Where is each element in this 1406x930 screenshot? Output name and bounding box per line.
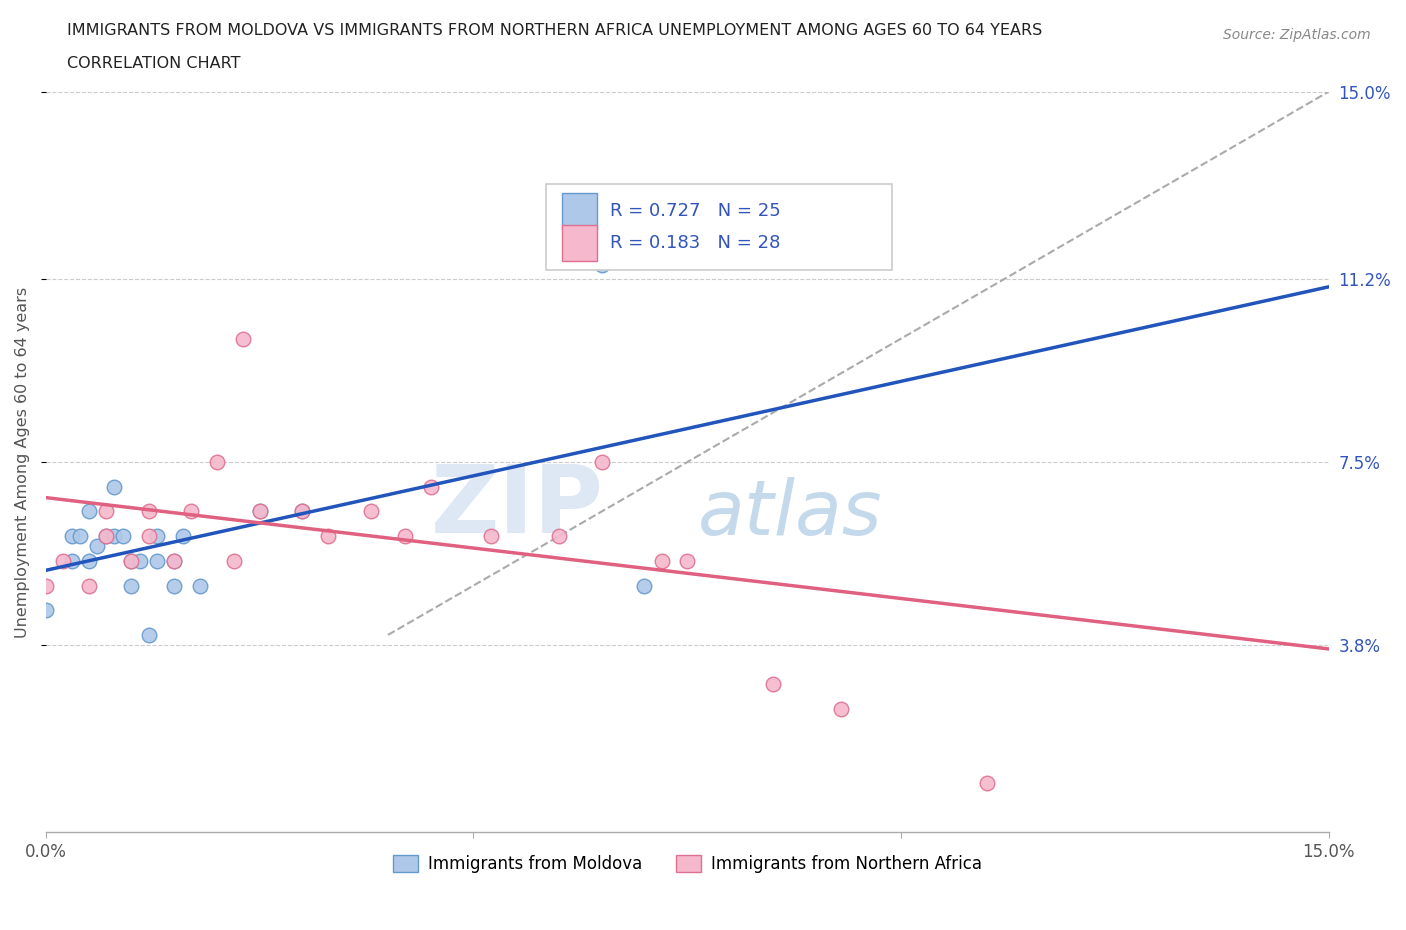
Point (205, 455, 228, 470)
Text: CORRELATION CHART: CORRELATION CHART (67, 56, 240, 71)
Point (35, 603, 58, 618)
Point (52, 553, 75, 568)
Point (591, 455, 613, 470)
Point (103, 529, 125, 544)
Point (316, 529, 339, 544)
Point (419, 479, 441, 494)
Point (479, 529, 502, 544)
Point (291, 504, 314, 519)
Point (121, 553, 143, 568)
Point (138, 529, 160, 544)
Point (69, 529, 91, 544)
Point (163, 578, 186, 593)
Point (94, 504, 117, 519)
Point (360, 504, 382, 519)
Point (651, 553, 673, 568)
Point (138, 628, 160, 643)
Point (548, 529, 571, 544)
Point (249, 504, 271, 519)
Point (138, 504, 160, 519)
Point (129, 553, 152, 568)
Point (60, 553, 83, 568)
Point (86, 538, 108, 553)
Point (633, 578, 655, 593)
Point (121, 553, 143, 568)
Bar (561, 225, 598, 260)
Text: Source: ZipAtlas.com: Source: ZipAtlas.com (1223, 28, 1371, 42)
Point (103, 479, 125, 494)
Text: R = 0.727   N = 25: R = 0.727 N = 25 (610, 202, 782, 220)
Point (222, 553, 245, 568)
Text: atlas: atlas (697, 477, 882, 551)
Point (188, 578, 211, 593)
Point (77, 578, 100, 593)
Point (232, 331, 254, 346)
Point (976, 776, 998, 790)
Point (146, 529, 169, 544)
Point (830, 701, 852, 716)
Point (111, 529, 134, 544)
Point (616, 232, 638, 247)
Point (94, 529, 117, 544)
Text: IMMIGRANTS FROM MOLDOVA VS IMMIGRANTS FROM NORTHERN AFRICA UNEMPLOYMENT AMONG AG: IMMIGRANTS FROM MOLDOVA VS IMMIGRANTS FR… (67, 23, 1043, 38)
Text: R = 0.183   N = 28: R = 0.183 N = 28 (610, 233, 780, 252)
Text: ZIP: ZIP (432, 460, 605, 552)
Point (172, 529, 194, 544)
Point (676, 553, 699, 568)
Legend: Immigrants from Moldova, Immigrants from Northern Africa: Immigrants from Moldova, Immigrants from… (387, 848, 988, 880)
Point (180, 504, 202, 519)
Point (249, 504, 271, 519)
Y-axis label: Unemployment Among Ages 60 to 64 years: Unemployment Among Ages 60 to 64 years (15, 286, 30, 638)
FancyBboxPatch shape (546, 184, 893, 270)
Point (94, 529, 117, 544)
Point (35, 578, 58, 593)
Point (77, 504, 100, 519)
Point (291, 504, 314, 519)
Point (60, 529, 83, 544)
Point (762, 677, 785, 692)
Point (163, 553, 186, 568)
Point (146, 553, 169, 568)
Point (591, 257, 613, 272)
Point (394, 529, 416, 544)
Point (121, 578, 143, 593)
Point (163, 553, 186, 568)
Point (77, 553, 100, 568)
Bar (561, 193, 598, 229)
